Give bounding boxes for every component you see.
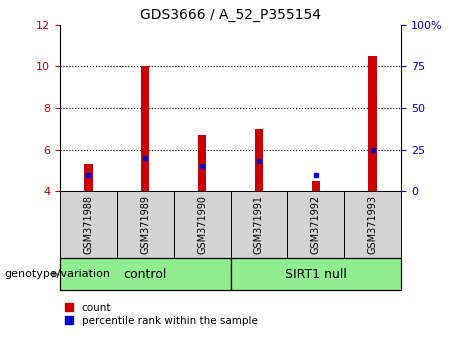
Bar: [84, 164, 93, 191]
Text: GSM371993: GSM371993: [367, 195, 378, 254]
Bar: [312, 181, 320, 191]
Text: SIRT1 null: SIRT1 null: [285, 268, 347, 281]
Legend: count, percentile rank within the sample: count, percentile rank within the sample: [65, 303, 258, 326]
Bar: [198, 135, 207, 191]
Text: control: control: [124, 268, 167, 281]
Bar: [287, 191, 344, 258]
Bar: [141, 67, 149, 191]
Bar: [60, 191, 117, 258]
Text: GSM371988: GSM371988: [83, 195, 94, 254]
Bar: [368, 56, 377, 191]
Text: GSM371989: GSM371989: [140, 195, 150, 254]
Bar: [254, 129, 263, 191]
Text: genotype/variation: genotype/variation: [5, 269, 111, 279]
Bar: [174, 191, 230, 258]
Bar: [60, 258, 230, 290]
Bar: [230, 191, 287, 258]
Title: GDS3666 / A_52_P355154: GDS3666 / A_52_P355154: [140, 8, 321, 22]
Text: GSM371991: GSM371991: [254, 195, 264, 254]
Text: GSM371990: GSM371990: [197, 195, 207, 254]
Bar: [344, 191, 401, 258]
Bar: [230, 258, 401, 290]
Text: GSM371992: GSM371992: [311, 195, 321, 255]
Bar: [117, 191, 174, 258]
